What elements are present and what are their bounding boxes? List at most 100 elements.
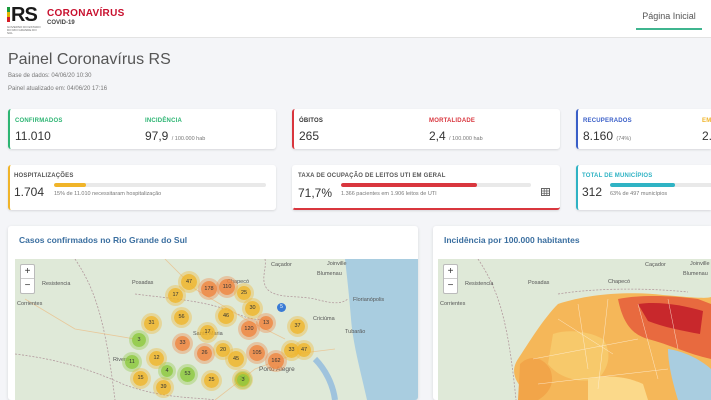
uti-progress-fill [341,183,478,187]
uti-label: TAXA DE OCUPAÇÃO DE LEITOS UTI EM GERAL [298,173,446,179]
panel-incidencia: Incidência por 100.000 habitantes Caçado… [433,226,711,400]
map-label: Resistencia [465,281,494,287]
map-cluster-marker[interactable]: 25 [204,373,219,388]
map-cluster-marker[interactable]: 25 [237,286,251,300]
municipios-note: 63% de 497 municípios [610,191,668,197]
map-cluster-marker[interactable]: 39 [156,380,171,395]
map-cluster-marker[interactable]: 120 [241,321,257,337]
map-cluster-marker[interactable]: 110 [219,279,235,295]
logo-subtitle: GOVERNO DO ESTADO DO RIO GRANDE DO SUL [7,25,41,35]
map-cluster-marker[interactable]: 17 [200,325,215,340]
municipios-label: TOTAL DE MUNICÍPIOS [582,173,653,179]
map-cluster-marker[interactable]: 11 [125,355,139,369]
zoom-out-button[interactable]: − [447,280,454,291]
recuperados-value: 8.160 [583,129,614,143]
map-label: Florianópolis [353,297,385,303]
card-recuperados: RECUPERADOS 8.160 (74%) EM 2. [576,109,711,149]
incidencia-block: 97,9 / 100.000 hab [145,129,205,143]
logo-text: RS [11,4,38,26]
map-cluster-marker[interactable]: 5 [277,303,286,312]
logo-color-bars [7,7,10,22]
map-cluster-marker[interactable]: 33 [175,336,190,351]
hospitalizacoes-label: HOSPITALIZAÇÕES [14,173,74,179]
incidencia-map[interactable]: Caçador Joinville Blumenau Chapecó Resis… [438,259,711,400]
map-cluster-marker[interactable]: 47 [297,343,311,357]
map-cluster-marker[interactable]: 4 [161,365,173,377]
casos-map[interactable]: Caçador Joinville Blumenau Chapecó Resis… [15,259,418,400]
map-label: Posadas [132,280,154,286]
recuperados-pct: (74%) [616,136,632,142]
incidencia-map-title: Incidência por 100.000 habitantes [444,235,580,245]
map-label: Corrientes [440,301,466,307]
card-uti: TAXA DE OCUPAÇÃO DE LEITOS UTI EM GERAL … [292,165,560,210]
page-title: Painel Coronavírus RS [8,51,171,68]
municipios-progress [610,183,711,187]
card-municipios: TOTAL DE MUNICÍPIOS 312 63% de 497 munic… [576,165,711,210]
map-label: Blumenau [683,271,708,277]
recuperados-label: RECUPERADOS [583,118,632,124]
em-acompanhamento-label: EM [702,118,711,124]
map-cluster-marker[interactable]: 47 [181,274,197,290]
map-cluster-marker[interactable]: 26 [197,346,212,361]
map-cluster-marker[interactable]: 33 [284,343,299,358]
map-cluster-marker[interactable]: 12 [149,351,164,366]
incidencia-map-background [438,259,711,400]
hospitalizacoes-note: 15% de 11.010 necessitaram hospitalizaçã… [54,191,162,197]
map-label: Rivera [113,357,129,363]
casos-zoom-control: + − [20,264,35,294]
casos-map-title: Casos confirmados no Rio Grande do Sul [19,235,188,245]
table-icon[interactable] [541,188,550,196]
recuperados-block: 8.160 (74%) [583,129,631,143]
map-cluster-marker[interactable]: 37 [290,319,305,334]
map-cluster-marker[interactable]: 45 [228,351,244,367]
obitos-value: 265 [299,129,320,143]
map-label: Caçador [271,262,292,268]
map-cluster-marker[interactable]: 3 [237,374,249,386]
map-cluster-marker[interactable]: 17 [168,288,183,303]
rs-government-logo[interactable]: RS GOVERNO DO ESTADO DO RIO GRANDE DO SU… [7,4,41,35]
hospitalizacoes-progress [54,183,266,187]
mortalidade-label: MORTALIDADE [429,118,476,124]
panel-casos-confirmados: Casos confirmados no Rio Grande do Sul C… [8,226,418,400]
map-cluster-marker[interactable]: 105 [249,345,265,361]
map-label: Criciúma [313,316,335,322]
data-base-timestamp: Base de dados: 04/06/20 10:30 [8,73,92,79]
map-cluster-marker[interactable]: 13 [259,316,273,330]
map-label: Blumenau [317,271,342,277]
map-label: Resistencia [42,281,71,287]
map-cluster-marker[interactable]: 15 [133,371,148,386]
map-label: Tubarão [345,329,366,335]
home-nav-link[interactable]: Página Inicial [636,11,702,30]
zoom-in-button[interactable]: + [21,265,34,279]
card-confirmados: CONFIRMADOS 11.010 INCIDÊNCIA 97,9 / 100… [8,109,276,149]
map-label: Caçador [645,262,666,268]
incidencia-value: 97,9 [145,129,169,143]
brand-title: CORONAVÍRUS [47,8,125,19]
map-cluster-marker[interactable]: 30 [245,301,260,316]
map-cluster-marker[interactable]: 20 [216,343,230,357]
updated-timestamp: Painel atualizado em: 04/06/20 17:16 [8,86,108,92]
map-cluster-marker[interactable]: 162 [268,353,284,369]
incidencia-unit: / 100.000 hab [171,136,206,142]
map-cluster-marker[interactable]: 53 [180,367,195,382]
map-cluster-marker[interactable]: 46 [218,308,234,324]
zoom-out-button[interactable]: − [24,280,31,291]
confirmados-value: 11.010 [15,129,51,143]
map-cluster-marker[interactable]: 31 [144,316,159,331]
zoom-in-button[interactable]: + [444,265,457,279]
map-cluster-marker[interactable]: 3 [132,333,146,347]
municipios-value: 312 [582,185,603,199]
hospitalizacoes-value: 1.704 [14,185,45,199]
incidencia-zoom-control: + − [443,264,458,294]
uti-progress [341,183,531,187]
municipios-progress-fill [610,183,675,187]
card-hospitalizacoes: HOSPITALIZAÇÕES 1.704 15% de 11.010 nece… [8,165,276,210]
mortalidade-value: 2,4 [429,129,446,143]
map-label: Corrientes [17,301,43,307]
map-cluster-marker[interactable]: 178 [201,281,217,297]
map-label: Chapecó [227,279,250,285]
map-label: Chapecó [608,279,631,285]
card-obitos: ÓBITOS 265 MORTALIDADE 2,4 / 100.000 hab [292,109,560,149]
hospitalizacoes-progress-fill [54,183,86,187]
map-cluster-marker[interactable]: 56 [174,310,189,325]
